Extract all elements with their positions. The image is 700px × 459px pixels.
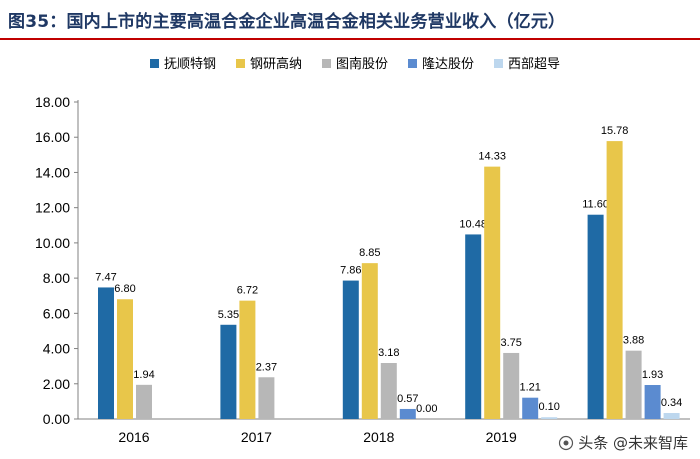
legend-label: 西部超导 [508,57,560,72]
data-label: 8.85 [359,247,380,259]
bar-5 [663,413,680,419]
y-tick-label: 6.00 [43,305,70,321]
bar-2 [484,166,501,419]
legend-swatch [408,59,417,68]
bar-4 [644,385,661,419]
data-label: 15.78 [601,125,629,137]
bar-1 [465,234,482,419]
data-label: 0.00 [416,403,437,415]
watermark-text: 头条 @未来智库 [578,434,688,452]
bar-1 [587,214,604,419]
y-tick-label: 14.00 [35,164,70,180]
x-tick-label: 2018 [363,429,394,445]
data-label: 1.21 [519,382,540,394]
legend-label: 隆达股份 [422,57,474,72]
y-tick-label: 12.00 [35,200,70,216]
data-label: 1.94 [133,369,154,381]
title-bar: 图35：国内上市的主要高温合金企业高温合金相关业务营业收入（亿元） [0,0,700,40]
chart-title: 图35：国内上市的主要高温合金企业高温合金相关业务营业收入（亿元） [8,12,566,32]
data-label: 5.35 [218,309,239,321]
y-tick-label: 4.00 [43,341,70,357]
bar-4 [399,408,416,419]
data-label: 0.57 [397,393,418,405]
data-label: 11.60 [582,199,609,211]
legend-swatch [322,59,331,68]
data-label: 6.72 [237,285,258,297]
bar-2 [117,299,133,419]
bar-3 [136,384,152,419]
data-label: 3.18 [378,347,399,359]
bar-5 [541,417,558,419]
data-label: 7.86 [340,265,361,277]
legend-label: 抚顺特钢 [164,57,216,72]
bar-2 [239,300,256,419]
data-label: 10.48 [459,218,487,230]
legend-swatch [236,59,245,68]
watermark: 头条 @未来智库 [558,432,688,453]
bar-1 [220,324,237,419]
bar-4 [522,397,539,419]
y-tick-label: 2.00 [43,376,70,392]
data-label: 14.33 [478,151,506,163]
x-tick-label: 2019 [486,429,517,445]
bar-3 [625,350,642,419]
watermark-icon [559,435,574,450]
bar-2 [606,141,623,419]
bar-1 [342,280,359,419]
data-label: 3.75 [500,337,521,349]
legend-swatch [494,59,503,68]
y-tick-label: 10.00 [35,235,70,251]
title-divider [0,38,700,40]
data-label: 2.37 [256,361,277,373]
y-tick-label: 16.00 [35,129,70,145]
y-tick-label: 18.00 [35,94,70,110]
y-tick-label: 0.00 [43,411,70,427]
data-label: 6.80 [114,283,135,295]
data-label: 0.10 [538,401,559,413]
data-label: 0.34 [661,397,682,409]
data-label: 7.47 [95,271,116,283]
data-label: 1.93 [642,369,663,381]
y-tick-label: 8.00 [43,270,70,286]
bar-1 [98,287,114,419]
bar-3 [258,377,275,419]
legend-label: 钢研高纳 [250,56,302,72]
data-label: 3.88 [623,335,644,347]
bar-3 [380,362,397,419]
x-tick-label: 2016 [118,429,149,445]
x-tick-label: 2017 [241,429,272,445]
legend-label: 图南股份 [336,56,388,72]
legend-swatch [150,59,159,68]
bar-3 [503,352,520,419]
bar-2 [361,263,378,419]
